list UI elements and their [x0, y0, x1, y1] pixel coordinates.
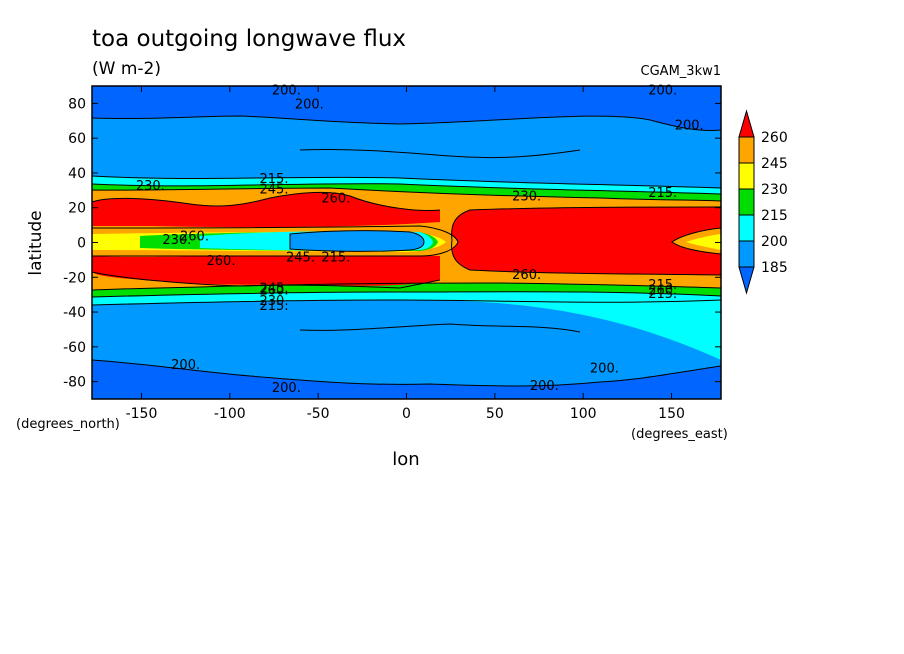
contour-label: 230.: [162, 233, 191, 248]
chart-title: toa outgoing longwave flux: [92, 26, 406, 52]
contour-labels: 200.200.200.200.215.245.230.260. 230. 215.…: [136, 83, 704, 395]
colorbar-level-label: 185: [761, 260, 788, 276]
fill-230-245-east-wedge: [686, 234, 721, 250]
contour-label: 260.: [260, 283, 289, 298]
y-tick-label: -20: [63, 270, 86, 286]
contour-label: 215.: [260, 299, 289, 314]
chart-subtitle: (W m-2): [92, 59, 161, 79]
contour-label: 215.: [260, 172, 289, 187]
contour-label: 260.: [180, 230, 209, 245]
contour-lines: [92, 115, 721, 387]
contour-label: 200.: [530, 379, 559, 394]
colorbar-level-label: 260: [761, 130, 788, 146]
fill-185-200-north: [92, 86, 721, 131]
x-axis-label: lon: [392, 449, 419, 470]
y-tick-label: 20: [68, 201, 86, 217]
colorbar-level-label: 230: [761, 182, 788, 198]
x-units-label: (degrees_east): [631, 427, 728, 442]
colorbar-swatch: [738, 240, 755, 268]
y-tick-label: 60: [68, 131, 86, 147]
fill-260-north-west: [92, 192, 440, 228]
contour-label: 230.: [260, 294, 289, 309]
contour-label: 200.: [675, 118, 704, 133]
y-axis: 80 60 40 20 0 -20 -40 -60 -80: [63, 96, 721, 391]
y-tick-label: 80: [68, 96, 86, 112]
y-tick-label: -80: [63, 375, 86, 391]
x-tick-label: 50: [486, 406, 504, 422]
contour-label: 245.: [260, 282, 289, 297]
colorbar-arrow-bottom: [738, 266, 755, 295]
contour-label: 200.: [272, 381, 301, 396]
contour-label: 200.: [295, 97, 324, 112]
contour-label: 200.: [171, 358, 200, 373]
contour-label: 215.: [648, 287, 677, 302]
y-tick-label: 40: [68, 166, 86, 182]
fill-185-200-south: [92, 360, 721, 399]
y-units-label: (degrees_north): [16, 417, 120, 432]
contour-label: 215.: [321, 250, 350, 265]
x-tick-label: 0: [402, 406, 411, 422]
contour-label: 200.: [272, 83, 301, 98]
x-tick-label: -50: [307, 406, 330, 422]
colorbar-swatch: [738, 136, 755, 164]
x-tick-label: 100: [570, 406, 597, 422]
colorbar-level-label: 215: [761, 208, 788, 224]
x-tick-label: -150: [126, 406, 158, 422]
colorbar-level-label: 245: [761, 156, 788, 172]
contour-label: 260.: [512, 268, 541, 283]
y-axis-label: latitude: [26, 210, 46, 275]
contour-label: 230.: [512, 190, 541, 205]
y-tick-label: -60: [63, 340, 86, 356]
fill-185-200-equatorial: [290, 230, 424, 252]
contour-label: 200.: [590, 362, 619, 377]
contour-label: 260.: [207, 254, 236, 269]
colorbar-swatch: [738, 162, 755, 190]
contour-label: 200.: [648, 83, 677, 98]
contour-label: 260.: [648, 283, 677, 298]
colorbar-level-label: 200: [761, 234, 788, 250]
fill-260-south-west: [92, 255, 440, 286]
colorbar-swatch: [738, 214, 755, 242]
contour-label: 215.: [648, 278, 677, 293]
x-tick-label: 150: [658, 406, 685, 422]
case-name: CGAM_3kw1: [641, 64, 721, 79]
y-tick-label: 0: [77, 236, 86, 252]
contour-label: 245.: [286, 250, 315, 265]
colorbar-arrow-top: [738, 109, 755, 138]
contour-label: 230.: [136, 179, 165, 194]
x-tick-label: -100: [214, 406, 246, 422]
contour-label: 245.: [260, 183, 289, 198]
colorbar-swatch: [738, 188, 755, 216]
contour-label: 215.: [648, 186, 677, 201]
y-tick-label: -40: [63, 305, 86, 321]
fill-260-east: [451, 207, 721, 275]
colorbar-legend: 260 245 230 215 200 185: [738, 109, 788, 295]
x-axis: -150 -100 -50 0 50 100 150: [126, 86, 685, 422]
contour-label: 260.: [321, 191, 350, 206]
